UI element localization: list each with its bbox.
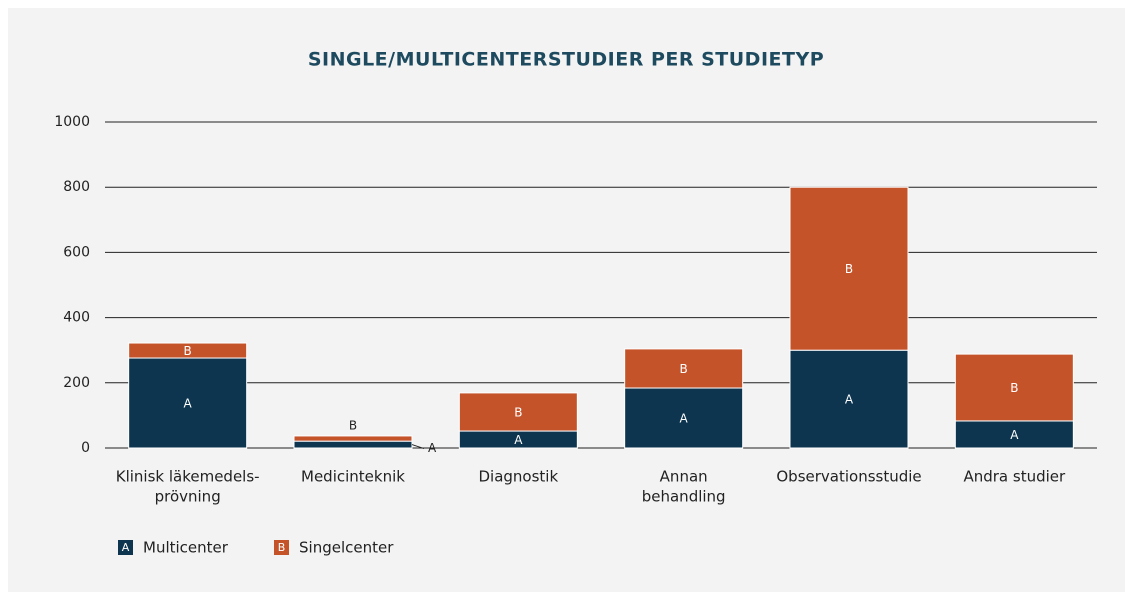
data-label: B xyxy=(349,418,357,432)
bar-segment xyxy=(624,387,744,449)
x-tick-label: behandling xyxy=(642,488,726,506)
data-label: B xyxy=(184,344,192,358)
legend-swatch xyxy=(118,540,133,555)
data-label: B xyxy=(680,362,688,376)
y-tick-label: 400 xyxy=(63,310,90,326)
x-tick-label: Klinisk läkemedels- xyxy=(116,468,260,486)
data-label: A xyxy=(428,441,437,455)
bar-segment xyxy=(293,440,413,449)
y-tick-label: 0 xyxy=(81,440,90,456)
bar-segment xyxy=(128,357,248,449)
data-label: A xyxy=(514,433,523,447)
data-label: B xyxy=(514,405,522,419)
bar-segment xyxy=(293,435,413,442)
y-tick-label: 600 xyxy=(63,244,90,260)
bar-segment xyxy=(624,348,744,389)
legend-badge: A xyxy=(122,541,130,554)
legend-label: Singelcenter xyxy=(299,539,394,557)
bar-segment xyxy=(954,353,1074,422)
y-tick-label: 200 xyxy=(63,375,90,391)
x-tick-label: Diagnostik xyxy=(478,468,558,486)
bar-segment xyxy=(128,342,248,359)
bar-segment xyxy=(789,186,909,351)
x-tick-label: Medicinteknik xyxy=(301,468,405,486)
data-label: A xyxy=(1010,428,1019,442)
data-label: B xyxy=(1010,381,1018,395)
legend-swatch xyxy=(274,540,289,555)
x-tick-label: Andra studier xyxy=(963,468,1066,486)
bar-segment xyxy=(789,349,909,449)
x-tick-label: Annan xyxy=(660,468,708,486)
y-tick-label: 800 xyxy=(63,179,90,195)
data-label: A xyxy=(184,397,193,411)
x-tick-label: prövning xyxy=(155,488,221,506)
data-label: B xyxy=(845,262,853,276)
x-tick-label: Observationsstudie xyxy=(776,468,921,486)
data-label: A xyxy=(845,393,854,407)
legend-badge: B xyxy=(278,541,286,554)
chart-title: SINGLE/MULTICENTERSTUDIER PER STUDIETYP xyxy=(308,49,824,71)
background xyxy=(8,8,1125,592)
data-label: A xyxy=(680,412,689,426)
leader-line xyxy=(411,444,425,450)
legend-label: Multicenter xyxy=(143,539,229,557)
bar-segment xyxy=(458,392,578,432)
y-tick-label: 1000 xyxy=(54,114,90,130)
